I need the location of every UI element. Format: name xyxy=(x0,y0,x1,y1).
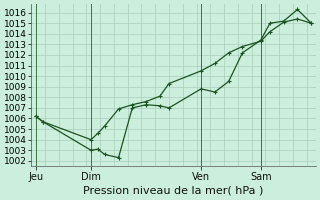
X-axis label: Pression niveau de la mer( hPa ): Pression niveau de la mer( hPa ) xyxy=(84,186,264,196)
